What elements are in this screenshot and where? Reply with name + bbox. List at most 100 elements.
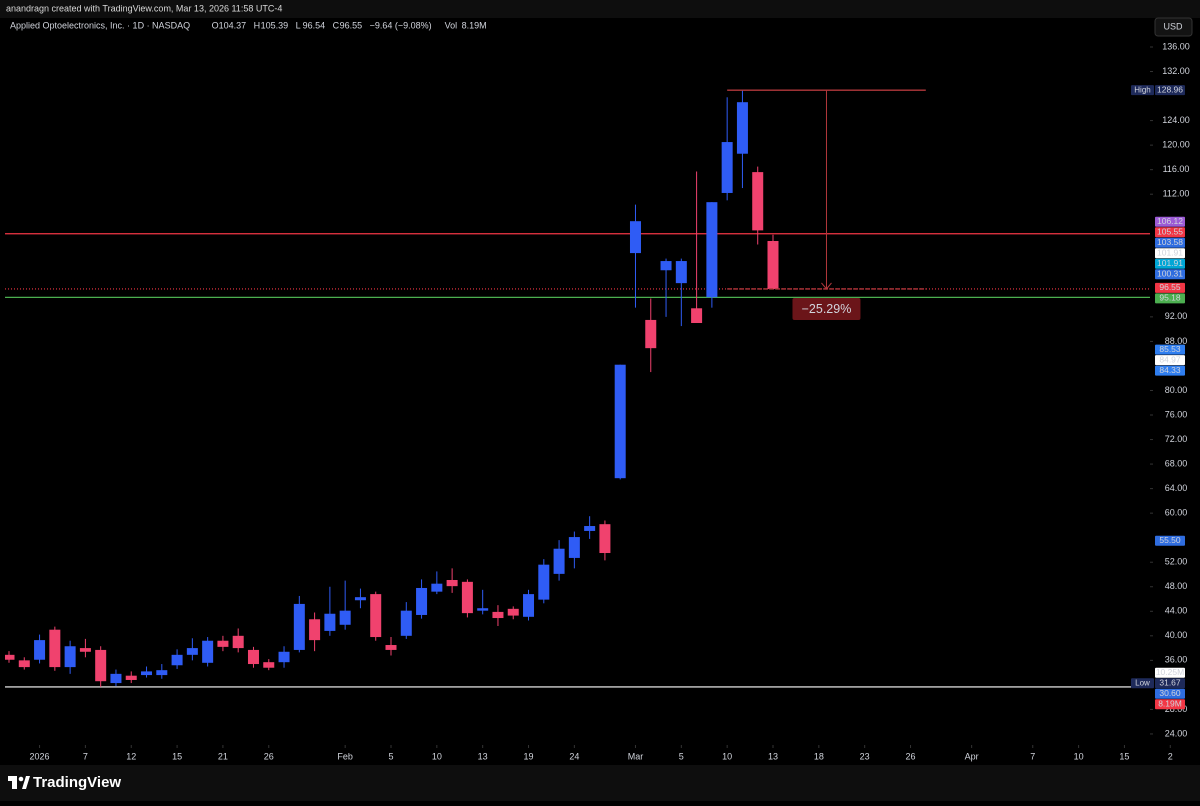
x-tick-label: Feb xyxy=(337,751,353,761)
candle-body xyxy=(584,526,596,531)
y-tick-label: 24.00 xyxy=(1165,728,1188,738)
y-tick-label: 48.00 xyxy=(1165,581,1188,591)
measure-label: −25.29% xyxy=(802,302,852,316)
candle-body xyxy=(186,648,198,655)
x-tick-label: 13 xyxy=(478,751,488,761)
candle-body xyxy=(477,608,489,611)
x-tick-label: Apr xyxy=(965,751,979,761)
y-tick-label: 80.00 xyxy=(1165,385,1188,395)
candle-body xyxy=(309,619,321,641)
price-badge xyxy=(1155,216,1185,227)
candle-body xyxy=(247,649,259,665)
y-tick-label: 132.00 xyxy=(1162,66,1190,76)
price-badge xyxy=(1155,535,1185,546)
x-tick-label: 12 xyxy=(126,751,136,761)
candle-body xyxy=(599,524,611,554)
candle-body xyxy=(461,581,473,614)
x-tick-label: 26 xyxy=(264,751,274,761)
x-tick-label: 23 xyxy=(860,751,870,761)
candle-body xyxy=(614,364,626,479)
candle-body xyxy=(400,610,412,636)
legend-text: −9.64 (−9.08%) xyxy=(370,20,432,30)
x-tick-label: 10 xyxy=(722,751,732,761)
candle-body xyxy=(141,671,153,676)
price-badge xyxy=(1155,85,1185,96)
volume-badge-label: 8.19M xyxy=(1158,699,1182,709)
price-badge xyxy=(1155,365,1185,376)
price-badge-label: 101.91 xyxy=(1157,258,1183,268)
x-tick-label: 10 xyxy=(432,751,442,761)
candle-body xyxy=(492,611,504,619)
price-badge xyxy=(1155,227,1185,238)
footer xyxy=(0,765,1200,801)
candle-body xyxy=(293,603,305,650)
legend-text: 105.39 xyxy=(261,20,289,30)
price-badge-label: 100.31 xyxy=(1157,268,1183,278)
legend-text: 8.19M xyxy=(462,20,487,30)
candle-body xyxy=(507,608,519,616)
volume-badge-label: 10.25M xyxy=(1156,667,1184,677)
x-tick-label: 21 xyxy=(218,751,228,761)
price-badge-label: 84.97 xyxy=(1159,354,1181,364)
y-tick-label: 120.00 xyxy=(1162,140,1190,150)
candle-body xyxy=(34,640,46,660)
x-tick-label: 5 xyxy=(679,751,684,761)
y-tick-label: 72.00 xyxy=(1165,434,1188,444)
candle-body xyxy=(64,646,76,668)
candle-body xyxy=(385,645,397,650)
candle-body xyxy=(339,610,351,625)
candle-body xyxy=(354,597,366,601)
logo-icon xyxy=(8,776,30,789)
legend-text: H xyxy=(254,20,261,30)
chart-title: Applied Optoelectronics, Inc. · 1D · NAS… xyxy=(10,20,190,30)
candle-body xyxy=(629,221,641,254)
currency[interactable]: USD xyxy=(1163,21,1183,31)
x-tick-label: 7 xyxy=(83,751,88,761)
candle-body xyxy=(721,142,733,193)
y-tick-label: 88.00 xyxy=(1165,336,1188,346)
candle-body xyxy=(202,640,214,663)
x-tick-label: 5 xyxy=(388,751,393,761)
price-badge-label: 31.67 xyxy=(1159,678,1181,688)
badge-tag: Low xyxy=(1135,678,1150,687)
price-badge xyxy=(1155,282,1185,293)
price-badge xyxy=(1155,678,1185,689)
x-tick-label: Mar xyxy=(628,751,644,761)
price-badge-label: 103.58 xyxy=(1157,237,1183,247)
badge-tag-box xyxy=(1131,85,1154,96)
x-tick-label: 18 xyxy=(814,751,824,761)
y-tick-label: 92.00 xyxy=(1165,311,1188,321)
price-badge-label: 30.60 xyxy=(1159,688,1181,698)
candle-body xyxy=(568,537,580,558)
x-tick-label: 7 xyxy=(1030,751,1035,761)
candle-body xyxy=(263,662,275,668)
candle-body xyxy=(370,594,382,638)
legend-text: C xyxy=(333,20,340,30)
price-badge xyxy=(1155,667,1185,678)
candle-body xyxy=(660,261,672,271)
candle-body xyxy=(523,594,535,617)
y-tick-label: 68.00 xyxy=(1165,458,1188,468)
price-badge-label: 84.33 xyxy=(1159,365,1181,375)
price-badge xyxy=(1155,699,1185,710)
candle-body xyxy=(18,660,30,668)
currency-button[interactable] xyxy=(1154,17,1193,37)
x-tick-label: 15 xyxy=(1119,751,1129,761)
candle-body xyxy=(645,319,657,349)
legend-text: O xyxy=(212,20,219,30)
measure-label-box xyxy=(792,297,861,320)
y-tick-label: 44.00 xyxy=(1165,606,1188,616)
y-tick-label: 60.00 xyxy=(1165,508,1188,518)
candle-body xyxy=(171,654,183,666)
ohlc-legend: O 104.37 H 105.39 L 96.54 C 96.55 −9.64 (−9.08%)… xyxy=(212,20,487,30)
credit: anandragn created with TradingView.com, … xyxy=(6,3,282,13)
y-tick-label: 124.00 xyxy=(1162,115,1190,125)
y-tick-label: 36.00 xyxy=(1165,655,1188,665)
price-badge xyxy=(1155,258,1185,269)
x-tick-label: 13 xyxy=(768,751,778,761)
logo: TradingView xyxy=(33,774,121,791)
price-badge-label: 85.53 xyxy=(1159,344,1181,354)
legend-text: 104.37 xyxy=(219,20,247,30)
legend-text: L xyxy=(296,20,301,30)
